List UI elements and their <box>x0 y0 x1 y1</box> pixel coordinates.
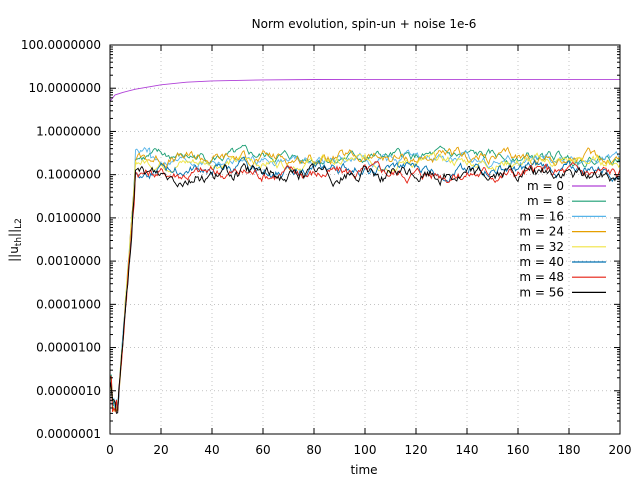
series-line <box>109 78 620 102</box>
y-tick-label: 0.0000001 <box>36 427 101 441</box>
chart-title: Norm evolution, spin-un + noise 1e-6 <box>252 17 477 31</box>
x-tick-label: 40 <box>204 443 219 457</box>
plot-lines <box>109 78 621 414</box>
series-line <box>109 150 621 412</box>
series-line <box>109 156 620 411</box>
y-axis-label-sub: th <box>14 237 24 246</box>
y-tick-label: 0.0000010 <box>36 384 101 398</box>
x-tick-label: 100 <box>354 443 377 457</box>
y-tick-label: 0.0000100 <box>36 341 101 355</box>
legend-label: m = 24 <box>519 225 564 239</box>
x-axis-label: time <box>350 463 377 477</box>
x-tick-label: 60 <box>255 443 270 457</box>
legend-label: m = 0 <box>527 179 564 193</box>
y-tick-label: 0.0010000 <box>36 254 101 268</box>
y-tick-label: 1.0000000 <box>36 124 101 138</box>
legend-label: m = 32 <box>519 240 564 254</box>
y-tick-label: 100.0000000 <box>21 38 101 52</box>
y-tick-label: 10.0000000 <box>28 81 101 95</box>
y-tick-label: 0.1000000 <box>36 168 101 182</box>
y-tick-label: 0.0100000 <box>36 211 101 225</box>
series-line <box>109 146 621 412</box>
x-tick-label: 80 <box>306 443 321 457</box>
y-axis-label-after: || <box>7 229 21 237</box>
y-axis-label-tail: L2 <box>14 218 24 229</box>
x-tick-label: 160 <box>507 443 530 457</box>
x-tick-label: 20 <box>153 443 168 457</box>
y-tick-label: 0.0001000 <box>36 297 101 311</box>
x-tick-label: 120 <box>405 443 428 457</box>
grid <box>110 45 620 434</box>
series-line <box>109 162 621 414</box>
legend-label: m = 40 <box>519 255 564 269</box>
legend-label: m = 56 <box>519 285 564 299</box>
legend-label: m = 48 <box>519 270 564 284</box>
y-axis-label-main: ||u <box>7 246 21 262</box>
x-tick-label: 180 <box>558 443 581 457</box>
x-tick-label: 200 <box>609 443 632 457</box>
legend-label: m = 8 <box>527 194 564 208</box>
y-axis-label: ||uth||L2 <box>7 218 24 262</box>
legend: m = 0m = 8m = 16 m = 24m = 32m = 40m = 48… <box>519 179 606 299</box>
legend-label: m = 16 <box>519 209 564 223</box>
series-line <box>109 160 621 413</box>
axis-ticks: 0 20 40 60 80 100 120 140 160 180 200 0.0000001 0.00… <box>21 38 632 457</box>
series-line <box>109 147 621 412</box>
x-tick-label: 140 <box>456 443 479 457</box>
x-tick-label: 0 <box>106 443 114 457</box>
